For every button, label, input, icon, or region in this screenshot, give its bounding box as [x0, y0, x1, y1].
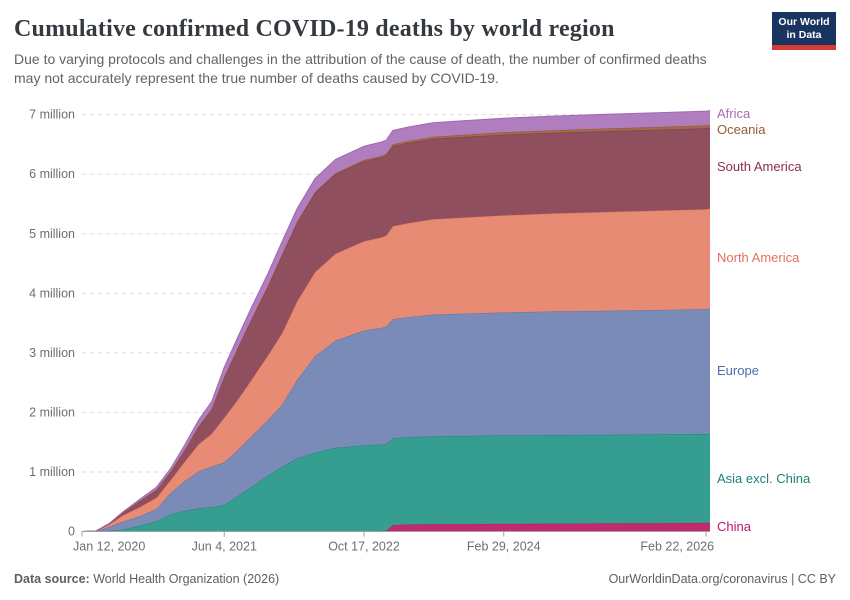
area-europe[interactable]	[82, 308, 710, 532]
data-source-label: Data source:	[14, 572, 90, 586]
x-axis-label-feb-29-2024: Feb 29, 2024	[467, 540, 541, 554]
x-axis-label-jan-12-2020: Jan 12, 2020	[73, 540, 145, 554]
area-asia-excl-china[interactable]	[82, 433, 710, 532]
logo-line-1: Our World	[778, 15, 830, 28]
y-axis-label-1: 1 million	[29, 465, 75, 479]
license-note: OurWorldinData.org/coronavirus | CC BY	[609, 572, 836, 586]
y-axis-label-4: 4 million	[29, 286, 75, 300]
legend-label-europe[interactable]: Europe	[717, 363, 759, 378]
owid-logo: Our World in Data	[772, 12, 836, 50]
data-source-note: Data source: World Health Organization (…	[14, 572, 279, 586]
legend-label-north-america[interactable]: North America	[717, 250, 800, 265]
legend-label-africa[interactable]: Africa	[717, 106, 751, 121]
legend-label-asia-excl-china[interactable]: Asia excl. China	[717, 471, 811, 486]
y-axis-label-0: 0	[68, 525, 75, 539]
area-top-edge-africa	[81, 110, 711, 532]
logo-line-2: in Data	[786, 28, 822, 41]
area-china[interactable]	[82, 522, 710, 532]
chart-footer: Data source: World Health Organization (…	[14, 570, 836, 588]
data-source-text: World Health Organization (2026)	[89, 572, 280, 586]
x-axis-label-oct-17-2022: Oct 17, 2022	[328, 540, 400, 554]
chart-subtitle: Due to varying protocols and challenges …	[14, 51, 707, 86]
y-axis-label-6: 6 million	[29, 167, 75, 181]
y-axis-label-7: 7 million	[29, 108, 75, 122]
license-text: | CC BY	[787, 572, 836, 586]
legend-label-south-america[interactable]: South America	[717, 159, 802, 174]
owid-link[interactable]: OurWorldinData.org/coronavirus	[608, 572, 788, 586]
y-axis-label-3: 3 million	[29, 346, 75, 360]
area-south-america[interactable]	[82, 127, 710, 532]
y-axis-label-2: 2 million	[29, 405, 75, 419]
legend-label-oceania[interactable]: Oceania	[717, 122, 766, 137]
y-axis-label-5: 5 million	[29, 227, 75, 241]
x-axis-label-feb-22-2026: Feb 22, 2026	[640, 540, 714, 554]
legend-label-china[interactable]: China	[717, 519, 751, 534]
x-axis-label-jun-4-2021: Jun 4, 2021	[192, 540, 257, 554]
area-north-america[interactable]	[82, 208, 710, 532]
page-title: Cumulative confirmed COVID-19 deaths by …	[14, 16, 615, 42]
